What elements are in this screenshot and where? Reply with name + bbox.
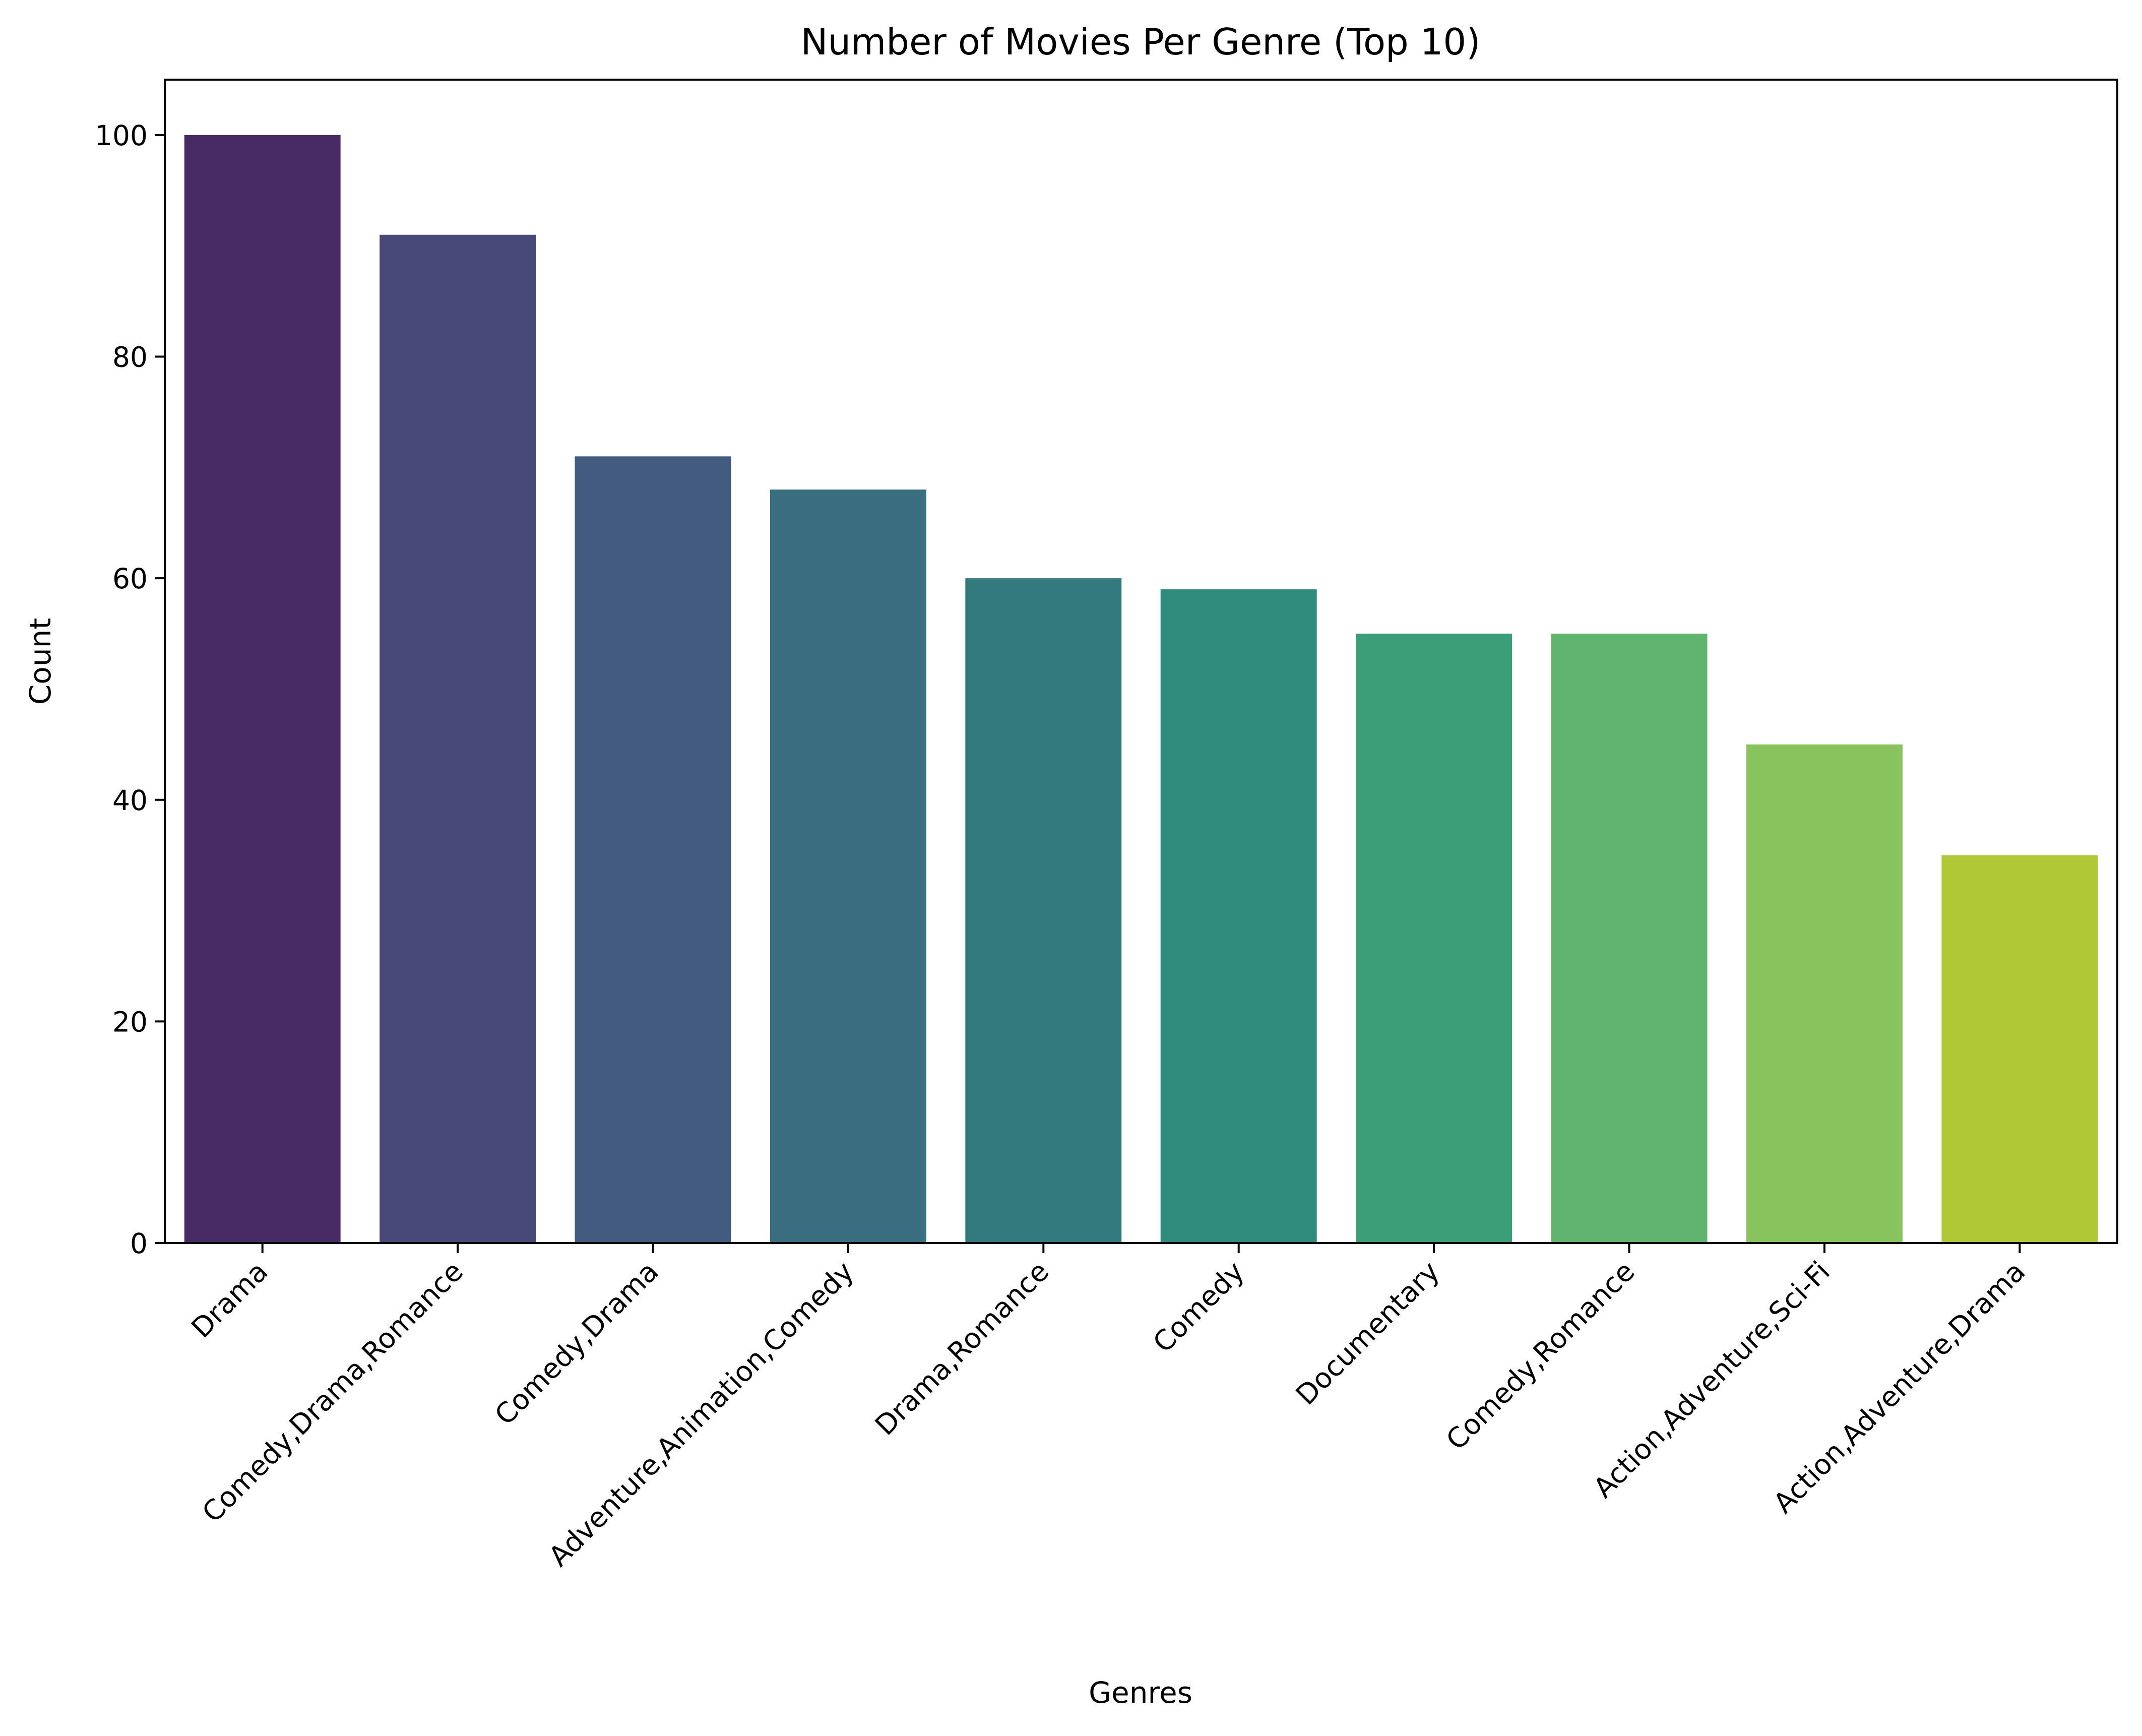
bar-8 [1746, 744, 1903, 1243]
x-tick-label-5: Comedy [1147, 1255, 1250, 1359]
bar-1 [380, 234, 536, 1243]
plot-frame [164, 79, 2118, 1244]
y-tick-label-2: 40 [112, 784, 148, 817]
x-tick-label-6: Documentary [1290, 1255, 1446, 1411]
bars-group [184, 135, 2098, 1244]
y-axis-label: Count [23, 618, 57, 705]
y-tick-label-0: 0 [130, 1227, 148, 1260]
bar-9 [1941, 855, 2098, 1243]
chart-title: Number of Movies Per Genre (Top 10) [801, 21, 1481, 63]
y-axis: 0 20 40 60 80 100 [95, 119, 165, 1260]
x-tick-label-0: Drama [185, 1255, 274, 1344]
bar-2 [575, 456, 731, 1244]
y-tick-label-1: 20 [112, 1006, 148, 1038]
x-tick-label-7: Comedy,Romance [1440, 1255, 1641, 1456]
bar-0 [184, 135, 341, 1243]
bar-4 [965, 578, 1122, 1243]
x-tick-label-2: Comedy,Drama [488, 1255, 665, 1432]
bar-6 [1356, 634, 1513, 1243]
y-tick-label-4: 80 [112, 341, 148, 374]
x-tick-label-4: Drama,Romance [869, 1255, 1055, 1442]
bar-5 [1160, 589, 1317, 1243]
x-axis-label: Genres [1089, 1676, 1192, 1710]
x-tick-label-3: Adventure,Animation,Comedy [542, 1255, 860, 1573]
bar-7 [1551, 634, 1708, 1243]
bar-3 [770, 489, 926, 1244]
y-tick-label-5: 100 [95, 119, 148, 152]
y-tick-label-3: 60 [112, 563, 148, 595]
